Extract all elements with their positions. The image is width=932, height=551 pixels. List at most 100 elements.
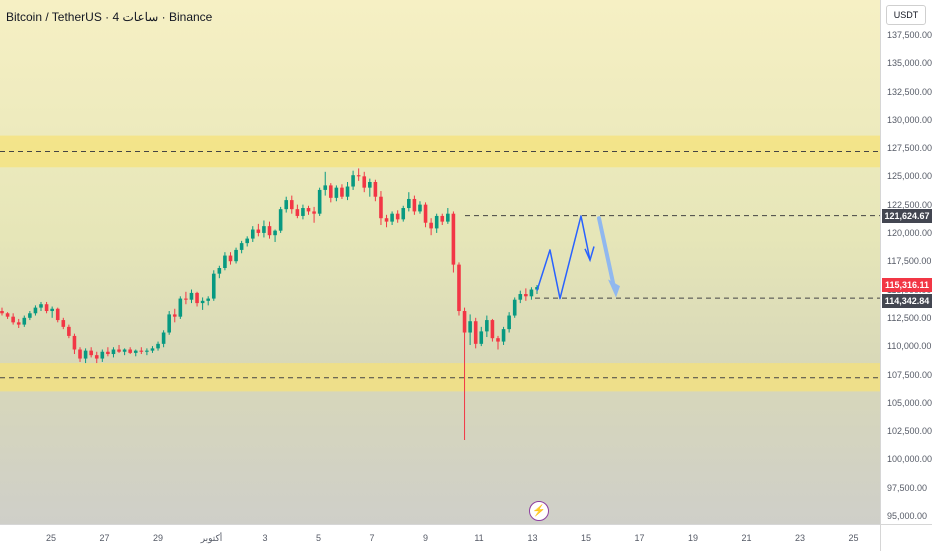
candle-body bbox=[423, 204, 428, 223]
candle-body bbox=[122, 349, 127, 352]
candle-body bbox=[50, 308, 54, 312]
candle-body bbox=[223, 255, 227, 269]
lightning-icon[interactable]: ⚡ bbox=[529, 501, 549, 521]
candle-body bbox=[200, 300, 205, 304]
time-tick-label: 9 bbox=[422, 533, 429, 543]
candle-body bbox=[78, 349, 82, 359]
candle-body bbox=[412, 198, 417, 212]
candle-body bbox=[301, 208, 305, 216]
time-tick-label: 19 bbox=[687, 533, 699, 543]
candles-layer bbox=[0, 168, 539, 441]
chart-area[interactable]: Bitcoin / TetherUS · 4 ساعات · Binance ⚡ bbox=[0, 0, 880, 524]
price-tick-label: 125,000.00 bbox=[887, 171, 932, 182]
candle-body bbox=[211, 273, 216, 299]
candle-body bbox=[39, 304, 43, 308]
price-chart[interactable] bbox=[0, 0, 880, 524]
candle-body bbox=[178, 298, 183, 317]
forecast-arrow-shaft bbox=[597, 216, 616, 290]
price-tick-label: 107,500.00 bbox=[887, 369, 932, 380]
candle-body bbox=[16, 322, 21, 325]
candle-body bbox=[94, 355, 99, 359]
candle-body bbox=[306, 208, 311, 212]
candle-body bbox=[334, 187, 339, 198]
candle-body bbox=[128, 349, 132, 353]
forecast-arrow-head bbox=[608, 279, 620, 298]
candle-body bbox=[72, 335, 77, 350]
candle-body bbox=[434, 215, 439, 229]
price-tick-label: 112,500.00 bbox=[887, 312, 932, 323]
price-tag: 121,624.67 bbox=[882, 208, 932, 223]
candle-body bbox=[501, 329, 506, 342]
candle-body bbox=[356, 175, 361, 177]
candle-body bbox=[496, 338, 500, 342]
candle-body bbox=[329, 185, 333, 198]
candle-body bbox=[284, 200, 289, 210]
candle-body bbox=[184, 298, 188, 300]
projection-path bbox=[536, 215, 591, 300]
candle-body bbox=[83, 350, 88, 359]
time-axis[interactable]: 25 27 29 أكتوبر 3 5 7 9 11 13 15 17 19 21 23 25 bbox=[0, 524, 880, 551]
candle-body bbox=[401, 208, 406, 220]
price-tick-label: 132,500.00 bbox=[887, 86, 932, 97]
candle-body bbox=[256, 229, 261, 233]
candle-body bbox=[106, 351, 110, 355]
candle-body bbox=[312, 211, 316, 214]
candle-body bbox=[206, 298, 210, 301]
time-tick-label: 3 bbox=[262, 533, 268, 543]
price-tick-label: 110,000.00 bbox=[887, 341, 932, 352]
candle-body bbox=[100, 351, 105, 359]
dashed-levels bbox=[0, 150, 880, 379]
price-tick-label: 137,500.00 bbox=[887, 30, 932, 40]
candle-body bbox=[44, 304, 49, 312]
candle-body bbox=[22, 317, 27, 325]
price-tick-label: 100,000.00 bbox=[887, 454, 932, 465]
price-axis[interactable]: USDT 137,500.00 135,000.00 132,500.00 130,0… bbox=[880, 0, 932, 524]
candle-body bbox=[373, 181, 378, 197]
zone-lower-support bbox=[0, 363, 880, 392]
candle-body bbox=[33, 307, 38, 314]
candle-body bbox=[512, 299, 517, 316]
price-tag: 115,316.11 bbox=[882, 278, 932, 293]
candle-body bbox=[150, 348, 155, 351]
candle-body bbox=[89, 350, 93, 356]
time-tick-label: 21 bbox=[741, 533, 752, 543]
candle-body bbox=[250, 229, 255, 239]
candle-body bbox=[518, 294, 523, 300]
candle-body bbox=[145, 350, 149, 352]
candle-body bbox=[451, 213, 456, 265]
candle-body bbox=[267, 226, 272, 236]
currency-button[interactable]: USDT bbox=[886, 5, 926, 25]
candle-body bbox=[111, 349, 116, 355]
time-tick-label: 25 bbox=[848, 533, 859, 543]
candle-body bbox=[429, 222, 433, 229]
candle-body bbox=[139, 350, 144, 352]
candle-body bbox=[234, 249, 238, 262]
candle-body bbox=[239, 243, 244, 250]
time-tick-label: 11 bbox=[474, 533, 484, 543]
time-tick-label: 7 bbox=[369, 533, 375, 543]
candle-body bbox=[446, 213, 450, 222]
time-tick-label: 5 bbox=[315, 533, 322, 543]
candle-body bbox=[395, 213, 400, 220]
candle-body bbox=[529, 289, 534, 297]
candle-body bbox=[507, 315, 511, 330]
price-tick-label: 130,000.00 bbox=[887, 114, 932, 125]
candle-body bbox=[0, 311, 4, 314]
candle-body bbox=[295, 209, 300, 216]
candle-body bbox=[390, 213, 394, 222]
price-tag: 114,342.84 bbox=[882, 294, 932, 309]
candle-body bbox=[156, 343, 160, 349]
price-tick-label: 127,500.00 bbox=[887, 143, 932, 154]
candle-body bbox=[161, 332, 166, 344]
time-tick-label: 15 bbox=[580, 533, 592, 543]
candle-body bbox=[11, 316, 15, 323]
symbol-title[interactable]: Bitcoin / TetherUS · 4 ساعات · Binance bbox=[6, 10, 213, 24]
candle-body bbox=[289, 200, 294, 210]
candle-body bbox=[462, 311, 467, 333]
candle-body bbox=[228, 255, 233, 262]
candle-body bbox=[457, 264, 461, 312]
time-tick-label: 17 bbox=[634, 533, 645, 543]
candle-body bbox=[485, 320, 489, 332]
candle-body bbox=[278, 209, 283, 231]
candle-body bbox=[473, 321, 478, 344]
